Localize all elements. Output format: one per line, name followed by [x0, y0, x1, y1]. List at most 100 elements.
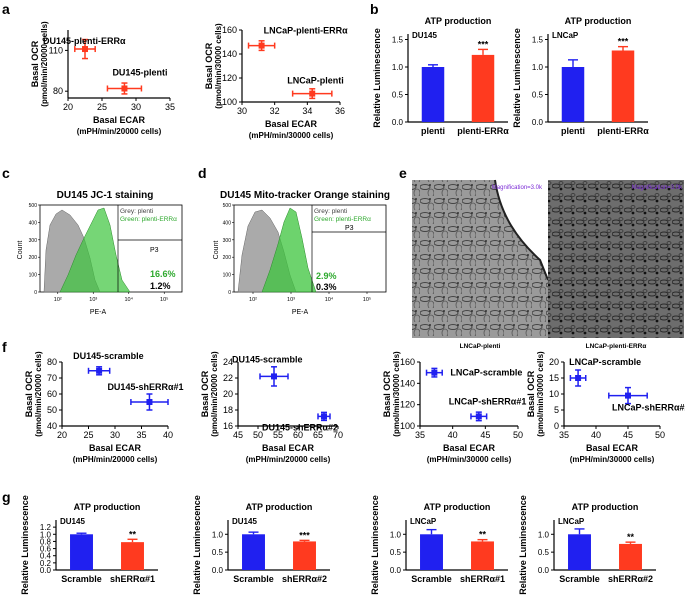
category-label: Scramble [411, 574, 452, 584]
y-tick-label: 1.5 [532, 36, 544, 45]
chart-g2: 0.0 0.5 1.0 ATP production DU145 Relative Lum… [192, 495, 330, 595]
chart-f2: 45 50 55 60 65 70 16 18 20 22 24 Basal ECAR (mPH/min… [200, 351, 343, 464]
y-tick-label: 20 [549, 357, 559, 367]
chart-title: ATP production [572, 502, 639, 512]
x-tick-label: 32 [270, 106, 280, 116]
x-tick-label: 45 [233, 430, 243, 440]
chart-title: ATP production [246, 502, 313, 512]
bar [471, 54, 495, 122]
flow-y-tick-label: 400 [223, 220, 232, 226]
y-tick-label: 1.0 [538, 530, 550, 539]
y-axis-label: Basal OCR [24, 370, 34, 417]
panel-label-b: b [370, 1, 379, 17]
flow-c-pct-green: 16.6% [150, 269, 176, 279]
flow-x-tick-label: 10⁵ [160, 296, 168, 303]
category-label: plenti [421, 126, 445, 136]
y-tick-label: 1.0 [212, 530, 224, 539]
em-right-label: LNCaP-plenti-ERRα [586, 343, 647, 350]
bar [421, 67, 445, 122]
data-point [309, 90, 316, 97]
y-tick-label: 140 [400, 378, 415, 388]
flow-y-tick-label: 0 [34, 290, 37, 296]
chart-g3: 0.0 0.5 1.0 ATP production LNCaP Relative Lum… [370, 495, 508, 595]
flow-x-tick-label: 10² [249, 297, 257, 303]
x-tick-label: 45 [480, 430, 490, 440]
bar [242, 534, 265, 570]
y-tick-label: 1.0 [390, 530, 402, 539]
y-axis-sublabel: (pmol/min/20000 cells) [34, 351, 43, 437]
significance-marker: ** [479, 530, 487, 540]
flow-y-tick-label: 100 [223, 273, 232, 279]
y-tick-label: 0.5 [392, 91, 404, 100]
y-tick-label: 0.8 [40, 537, 52, 546]
cell-line-tag: DU145 [60, 517, 85, 526]
point-label: DU145-scramble [232, 354, 303, 364]
panel-label-d: d [198, 165, 207, 181]
em-left-magnification: Magnification=3.0k [492, 185, 543, 191]
panel-label-f: f [2, 339, 7, 355]
y-tick-label: 50 [47, 405, 57, 415]
cell-line-tag: LNCaP [558, 517, 585, 526]
y-tick-label: 10 [549, 389, 559, 399]
data-point [258, 42, 265, 49]
flow-y-tick-label: 400 [29, 220, 38, 226]
flow-x-tick-label: 10³ [89, 297, 97, 303]
flow-y-tick-label: 300 [223, 238, 232, 244]
flow-d-legend-grey: Grey: plenti [314, 208, 347, 215]
data-point [121, 85, 128, 92]
flow-x-tick-label: 10⁵ [363, 296, 371, 303]
y-tick-label: 0.5 [390, 548, 402, 557]
flow-d-legend-green: Green: plenti-ERRα [314, 216, 371, 223]
chart-title: ATP production [425, 16, 492, 26]
y-tick-label: 100 [400, 421, 415, 431]
flow-y-tick-label: 100 [29, 273, 38, 279]
x-axis-sublabel: (mPH/min/20000 cells) [246, 455, 331, 464]
x-tick-label: 25 [83, 430, 93, 440]
chart-f1: 20 25 30 35 40 40 50 60 70 80 Basal ECAR (mPH/min/2… [24, 351, 184, 464]
bar [420, 534, 443, 570]
bar [611, 50, 635, 122]
category-label: shERRα#2 [608, 574, 653, 584]
y-axis-label: Relative Luminescence [372, 28, 382, 128]
panel-label-g: g [2, 489, 11, 505]
cell-line-tag: DU145 [412, 31, 437, 40]
flow-c-xlabel: PE-A [90, 309, 107, 316]
point-label: DU145-shERRα#2 [262, 422, 338, 432]
chart-title: ATP production [424, 502, 491, 512]
y-tick-label: 60 [47, 389, 57, 399]
data-point [146, 399, 153, 405]
bar [561, 67, 585, 122]
x-axis-label: Basal ECAR [89, 443, 142, 453]
y-tick-label: 1.0 [532, 63, 544, 72]
chart-g4: 0.0 0.5 1.0 ATP production LNCaP Relative Lum… [518, 495, 656, 595]
data-point [82, 46, 88, 53]
y-tick-label: 120 [222, 73, 237, 83]
x-tick-label: 60 [293, 430, 303, 440]
y-axis-sublabel: (pmol/min/20000 cells) [210, 351, 219, 437]
data-point [431, 369, 438, 376]
y-tick-label: 0 [554, 421, 559, 431]
y-tick-label: 1.5 [392, 36, 404, 45]
y-tick-label: 140 [222, 49, 237, 59]
y-tick-label: 0.5 [538, 548, 550, 557]
bar [619, 543, 642, 570]
flow-c-title: DU145 JC-1 staining [57, 190, 154, 201]
x-tick-label: 70 [333, 430, 343, 440]
y-tick-label: 18 [223, 405, 233, 415]
em-panel-e: Magnification=3.0k Magnification=3.0k LN… [412, 179, 684, 350]
point-label: LNCaP-plenti-ERRα [264, 26, 348, 36]
y-tick-label: 20 [223, 389, 233, 399]
y-tick-label: 1.0 [392, 63, 404, 72]
y-tick-label: 80 [53, 86, 63, 96]
flow-x-tick-label: 10⁴ [325, 296, 334, 303]
flow-y-tick-label: 0 [228, 290, 231, 296]
bar [568, 534, 591, 570]
chart-a2: 30 32 34 36 100 120 140 160 Basal ECAR (mPH/min/3… [204, 23, 348, 140]
y-tick-label: 22 [223, 373, 233, 383]
y-tick-label: 16 [223, 421, 233, 431]
category-label: shERRα#2 [282, 574, 327, 584]
y-axis-label: Basal OCR [30, 40, 40, 87]
bar [121, 542, 144, 570]
y-tick-label: 100 [222, 97, 237, 107]
